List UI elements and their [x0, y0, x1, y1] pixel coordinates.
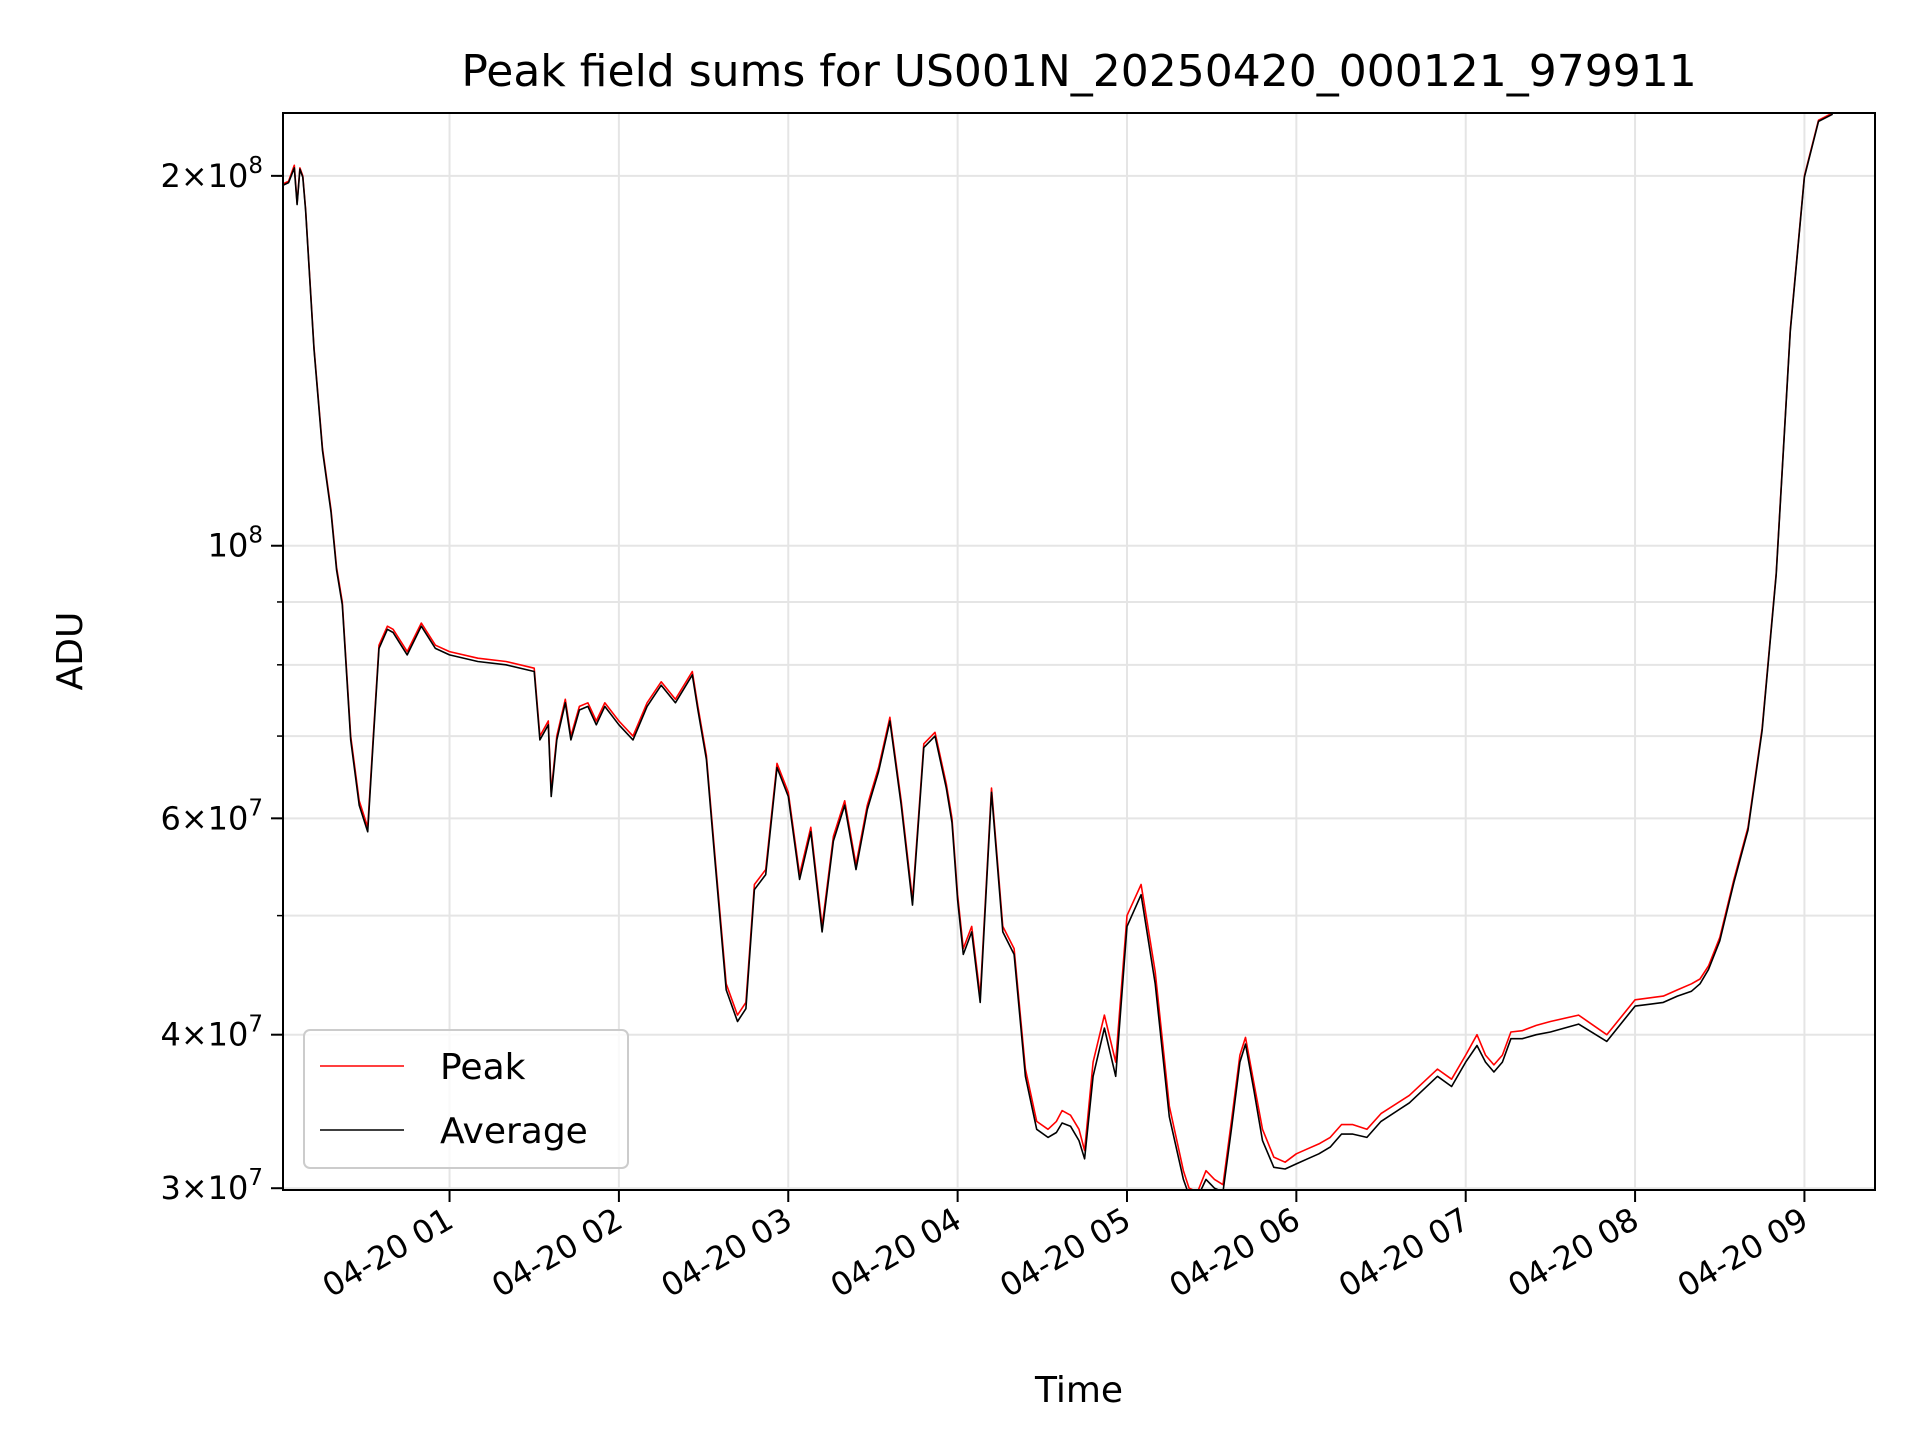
legend-peak-label: Peak: [440, 1047, 526, 1088]
legend-box: [303, 1029, 629, 1169]
y-tick-label: 2×108: [160, 153, 263, 195]
y-axis-ticks: 3×107 4×107 6×107 108 2×108: [160, 153, 283, 1207]
chart-title: Peak field sums for US001N_20250420_0001…: [461, 46, 1696, 97]
y-tick-label: 108: [208, 523, 263, 565]
y-axis-label: ADU: [50, 612, 91, 691]
series-layer: [283, 113, 1834, 1190]
x-axis-label: Time: [1034, 1370, 1123, 1411]
series-line-peak: [283, 113, 1834, 1190]
y-tick-label: 6×107: [160, 795, 263, 837]
y-tick-label: 3×107: [160, 1165, 263, 1207]
legend-average-label: Average: [440, 1111, 588, 1152]
y-tick-label: 4×107: [160, 1012, 263, 1054]
series-line-average: [283, 113, 1834, 1190]
plot-frame: [282, 112, 1876, 1191]
legend: Peak Average: [303, 1029, 629, 1169]
